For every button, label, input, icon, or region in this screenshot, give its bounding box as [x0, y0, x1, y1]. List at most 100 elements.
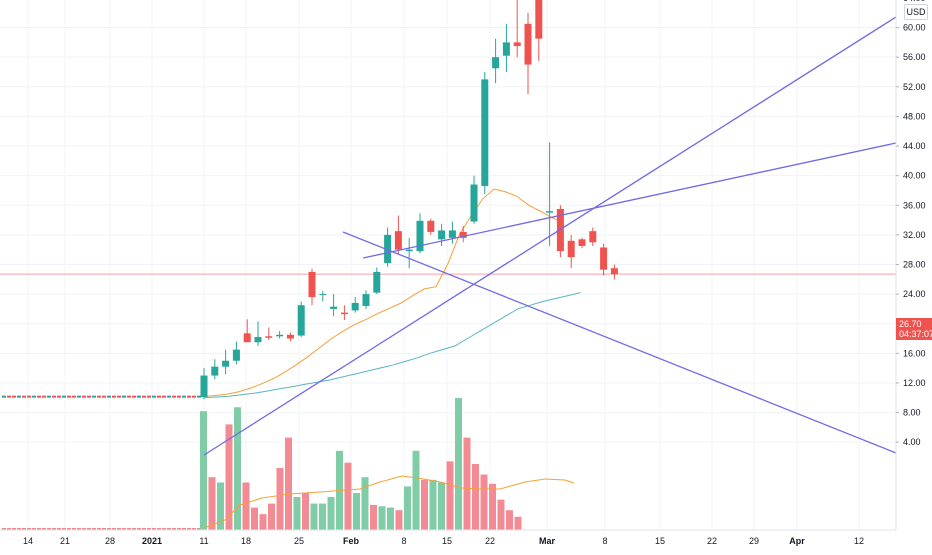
price-tick-label: 16.00 — [903, 348, 926, 358]
time-axis[interactable]: 14 21 28 2021 11 18 25 Feb 8 15 22 Mar 8 15 22 29 Apr 12 — [0, 529, 896, 546]
volume-bar — [92, 528, 96, 530]
candle — [17, 395, 21, 398]
candle-body — [427, 220, 435, 232]
volume-bar — [506, 510, 513, 530]
volume-bar — [57, 528, 61, 530]
volume-bar — [12, 528, 16, 530]
currency-label[interactable]: USD — [904, 4, 928, 20]
candle — [162, 395, 166, 398]
countdown-timer: 04:37:07 — [899, 329, 932, 339]
time-tick-label: 21 — [60, 536, 70, 546]
volume-bar — [200, 411, 207, 530]
slow-moving-average — [203, 292, 581, 399]
candle-body — [600, 247, 608, 270]
candle — [92, 395, 96, 398]
price-tick-label: 48.00 — [903, 111, 926, 121]
candle-body — [340, 312, 348, 315]
volume-bar — [152, 528, 156, 530]
candle-body — [319, 294, 327, 296]
time-tick-label: 12 — [854, 536, 864, 546]
price-tick-label: 28.00 — [903, 259, 926, 269]
volume-bar — [67, 528, 71, 530]
time-tick-label: Apr — [789, 536, 805, 546]
time-tick-label: 22 — [485, 536, 495, 546]
volume-bar — [2, 528, 6, 530]
candle-body — [200, 375, 208, 398]
volume-bar — [27, 528, 31, 530]
volume-bar — [112, 528, 116, 530]
candle — [187, 395, 191, 398]
candle-body — [481, 79, 489, 187]
volume-bar — [97, 528, 101, 530]
volume-bar — [187, 528, 191, 530]
volume-bar — [122, 528, 126, 530]
volume-bar — [162, 528, 166, 530]
volume-bar — [285, 437, 292, 530]
candles[interactable] — [2, 0, 618, 400]
volume-bar — [87, 528, 91, 530]
volume-bar — [177, 528, 181, 530]
candle-body — [567, 240, 575, 258]
candle — [137, 395, 141, 398]
volume-bar — [463, 437, 471, 530]
current-price-value: 26.70 — [899, 319, 922, 329]
time-tick-label: 2021 — [142, 536, 162, 546]
candle — [152, 395, 156, 398]
volume-bar — [82, 528, 86, 530]
price-axis[interactable]: 4.008.0012.0016.0020.0024.0028.0032.0036… — [895, 0, 926, 530]
candle-body — [470, 184, 478, 222]
candle-body — [286, 334, 294, 339]
volume-bar — [429, 479, 437, 530]
candle-body — [351, 302, 359, 311]
candle-body — [610, 268, 618, 275]
candle — [37, 395, 41, 398]
candle-body — [362, 294, 370, 306]
candle — [127, 395, 131, 398]
volume-bar — [132, 528, 136, 530]
candle — [197, 395, 201, 398]
candle — [32, 395, 36, 398]
volume-bar — [7, 528, 11, 530]
candle — [77, 395, 81, 398]
candle — [122, 395, 126, 398]
volume-bar — [344, 462, 352, 530]
time-tick-label: Feb — [343, 536, 360, 546]
candle-body — [459, 231, 467, 238]
volume-bar — [37, 528, 41, 530]
candle — [112, 395, 116, 398]
time-tick-label: 15 — [655, 536, 665, 546]
grid — [0, 0, 896, 530]
candle-body — [502, 42, 510, 56]
trendlines[interactable] — [203, 16, 897, 456]
candle-body — [438, 230, 446, 240]
candle-body — [330, 306, 338, 309]
candle — [7, 395, 11, 398]
candle — [42, 395, 46, 398]
candle — [102, 395, 106, 398]
volume-bar — [395, 510, 403, 530]
candle — [47, 395, 51, 398]
candle-body — [416, 220, 424, 252]
candle — [12, 395, 16, 398]
candle — [57, 395, 61, 398]
volume-bar — [514, 516, 522, 530]
candle-body — [589, 231, 597, 243]
price-tick-label: 60.00 — [903, 23, 926, 33]
candle — [167, 395, 171, 398]
candle-body — [276, 334, 284, 337]
volume-bar — [17, 528, 21, 530]
price-tick-label: 40.00 — [903, 171, 926, 181]
volume-bar — [147, 528, 151, 530]
time-tick-label: 18 — [241, 536, 251, 546]
current-price-badge: 26.70 04:37:07 — [896, 318, 932, 340]
volume-bar — [412, 450, 420, 530]
volume-bar — [353, 493, 360, 530]
candle — [97, 395, 101, 398]
time-tick-label: 29 — [749, 536, 759, 546]
volume-bar — [276, 467, 284, 530]
volume-bar — [107, 528, 111, 530]
volume-bar — [361, 477, 369, 530]
price-tick-label: 24.00 — [903, 289, 926, 299]
